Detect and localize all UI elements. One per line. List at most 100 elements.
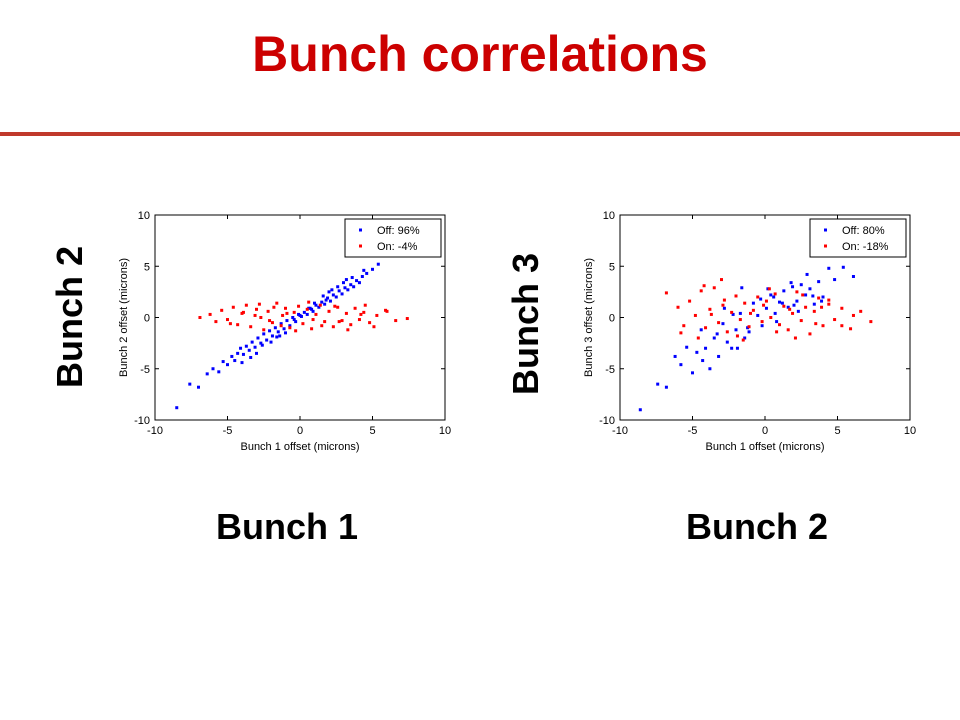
right-scatter-chart: -10 -5 0 5 10 -10 -5 0 5 10 Bunch 1 offset (micron… bbox=[583, 210, 916, 453]
x-tick-label: -5 bbox=[688, 425, 698, 437]
data-point-on bbox=[738, 318, 742, 322]
data-point-off bbox=[821, 295, 825, 299]
slide-title: Bunch correlations bbox=[252, 26, 708, 82]
y-tick-label: 0 bbox=[144, 313, 150, 325]
x-axis-label: Bunch 1 offset (microns) bbox=[705, 441, 824, 453]
data-point-on bbox=[331, 325, 335, 329]
data-point-on bbox=[363, 303, 367, 307]
y-tick-label: 0 bbox=[609, 313, 615, 325]
data-point-on bbox=[262, 328, 266, 332]
data-point-on bbox=[220, 308, 224, 312]
data-point-off bbox=[376, 262, 380, 266]
data-point-off bbox=[808, 287, 812, 291]
data-point-on bbox=[310, 327, 314, 331]
data-point-off bbox=[288, 324, 292, 328]
data-point-off bbox=[786, 305, 790, 309]
data-point-on bbox=[249, 325, 253, 329]
data-point-on bbox=[814, 322, 818, 326]
data-point-on bbox=[704, 326, 708, 330]
data-point-on bbox=[357, 318, 361, 322]
data-point-on bbox=[285, 311, 289, 315]
data-point-on bbox=[773, 292, 777, 296]
title-divider bbox=[0, 132, 960, 136]
data-point-on bbox=[693, 313, 697, 317]
data-point-off bbox=[250, 340, 254, 344]
data-point-on bbox=[198, 316, 202, 319]
data-point-on bbox=[226, 318, 229, 322]
data-point-on bbox=[717, 321, 721, 325]
data-point-on bbox=[778, 323, 781, 327]
data-point-on bbox=[840, 306, 844, 310]
data-point-on bbox=[307, 300, 311, 304]
data-point-on bbox=[311, 318, 315, 322]
data-point-on bbox=[231, 305, 235, 309]
data-point-off bbox=[365, 271, 369, 275]
data-point-off bbox=[221, 360, 225, 364]
data-point-off bbox=[792, 303, 796, 307]
x-axis-label: Bunch 1 offset (microns) bbox=[240, 441, 359, 453]
data-point-off bbox=[699, 328, 703, 332]
data-point-off bbox=[827, 266, 831, 270]
data-point-on bbox=[664, 291, 668, 295]
data-point-off bbox=[731, 312, 735, 316]
data-point-off bbox=[320, 300, 324, 304]
data-point-on bbox=[340, 319, 344, 323]
data-point-off bbox=[780, 301, 784, 305]
data-point-off bbox=[730, 346, 734, 350]
legend-box bbox=[809, 218, 907, 258]
data-point-off bbox=[331, 293, 335, 297]
data-point-off bbox=[789, 281, 793, 285]
y-tick-label: -5 bbox=[605, 364, 615, 376]
data-point-on bbox=[288, 326, 292, 330]
data-point-off bbox=[259, 341, 263, 345]
data-point-off bbox=[782, 289, 786, 293]
x-tick-label: -10 bbox=[147, 425, 163, 437]
data-point-on bbox=[801, 293, 805, 297]
data-point-off bbox=[342, 281, 345, 285]
data-point-on bbox=[741, 338, 745, 342]
data-point-off bbox=[317, 305, 321, 309]
data-point-on bbox=[241, 310, 245, 314]
data-point-off bbox=[326, 296, 330, 300]
x-tick-label: -10 bbox=[612, 425, 628, 437]
data-point-off bbox=[695, 350, 699, 354]
right-side-label: Bunch 3 bbox=[505, 253, 546, 396]
data-point-on bbox=[228, 322, 232, 326]
y-axis-label: Bunch 2 offset (microns) bbox=[118, 258, 130, 377]
data-point-off bbox=[273, 326, 277, 330]
data-point-off bbox=[310, 307, 314, 311]
data-point-on bbox=[244, 303, 248, 307]
data-point-off bbox=[324, 298, 328, 302]
data-point-on bbox=[346, 328, 350, 332]
data-point-on bbox=[281, 313, 285, 317]
data-point-off bbox=[738, 311, 742, 315]
data-point-on bbox=[257, 302, 261, 306]
data-point-on bbox=[359, 312, 363, 316]
data-point-off bbox=[275, 335, 279, 339]
data-point-on bbox=[372, 325, 376, 329]
data-point-on bbox=[820, 305, 824, 309]
data-point-on bbox=[327, 309, 331, 313]
data-point-off bbox=[323, 302, 327, 306]
data-point-on bbox=[253, 313, 257, 317]
data-point-on bbox=[394, 319, 398, 323]
data-point-off bbox=[240, 361, 244, 365]
data-point-on bbox=[385, 309, 389, 313]
x-tick-label: 0 bbox=[762, 425, 768, 437]
data-point-off bbox=[708, 367, 712, 371]
data-point-on bbox=[333, 304, 337, 308]
data-point-off bbox=[778, 300, 781, 304]
data-point-on bbox=[760, 320, 764, 324]
data-point-off bbox=[334, 295, 338, 299]
data-point-on bbox=[268, 319, 272, 323]
data-point-off bbox=[350, 276, 354, 280]
data-point-off bbox=[772, 295, 776, 299]
data-point-on bbox=[688, 299, 692, 303]
data-point-off bbox=[294, 320, 298, 324]
data-point-on bbox=[769, 316, 773, 319]
data-point-on bbox=[804, 305, 808, 309]
data-point-off bbox=[311, 309, 315, 313]
data-point-on bbox=[851, 313, 855, 317]
data-point-on bbox=[255, 307, 258, 311]
data-point-off bbox=[302, 310, 306, 314]
